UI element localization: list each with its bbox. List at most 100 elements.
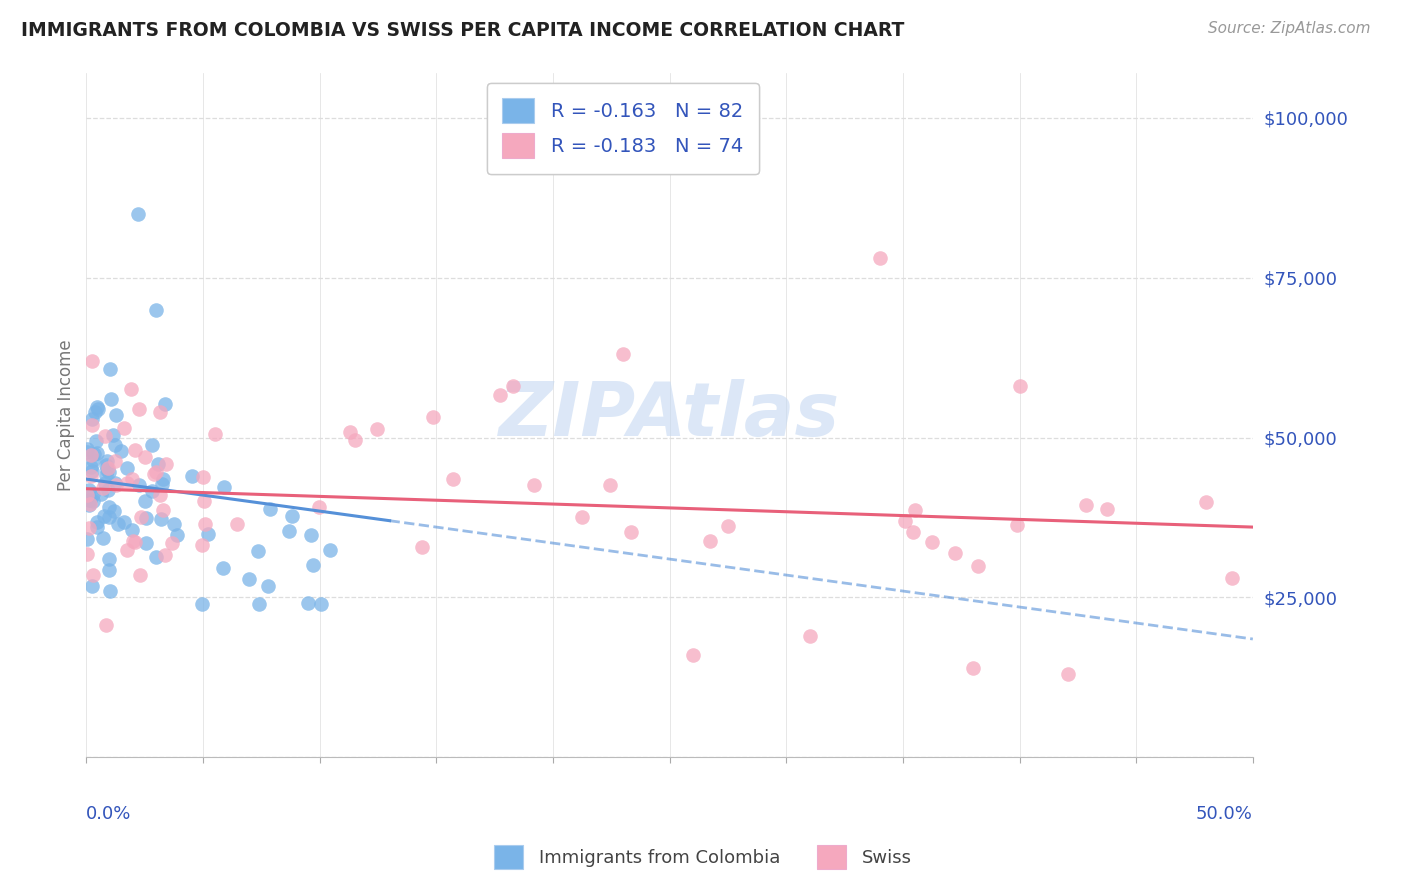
Point: [343, 433, 366, 447]
Point: [128, 401, 150, 416]
Point: [699, 533, 721, 548]
Point: [98, 563, 121, 577]
Point: [194, 516, 217, 531]
Point: [962, 661, 984, 675]
Point: [77, 499, 100, 513]
Point: [191, 538, 214, 552]
Point: [91, 531, 114, 545]
Point: [76, 445, 98, 459]
Point: [904, 502, 927, 516]
Point: [100, 392, 122, 406]
Point: [422, 410, 444, 425]
Point: [318, 543, 340, 558]
Point: [152, 503, 174, 517]
Point: [155, 548, 177, 562]
Point: [150, 476, 173, 491]
Point: [145, 549, 167, 564]
Point: [166, 527, 188, 541]
Point: [153, 397, 176, 411]
Text: IMMIGRANTS FROM COLOMBIA VS SWISS PER CAPITA INCOME CORRELATION CHART: IMMIGRANTS FROM COLOMBIA VS SWISS PER CA…: [21, 21, 904, 39]
Point: [79, 492, 101, 507]
Point: [96, 454, 118, 468]
Point: [193, 469, 215, 483]
Point: [82, 465, 104, 479]
Point: [97, 552, 120, 566]
Point: [80, 469, 103, 483]
Point: [921, 534, 943, 549]
Point: [97, 483, 120, 498]
Point: [135, 511, 157, 525]
Point: [82, 418, 104, 433]
Point: [302, 558, 325, 572]
Point: [129, 510, 152, 524]
Point: [145, 465, 167, 479]
Point: [1097, 502, 1119, 516]
Point: [1220, 571, 1243, 585]
Point: [94, 428, 117, 442]
Point: [190, 597, 212, 611]
Point: [1057, 667, 1080, 681]
Point: [160, 535, 183, 549]
Point: [211, 561, 233, 575]
Point: [76, 442, 98, 456]
Point: [238, 572, 260, 586]
Point: [134, 450, 156, 465]
Point: [79, 497, 101, 511]
Point: [967, 559, 990, 574]
Point: [180, 469, 202, 483]
Point: [204, 426, 226, 441]
Point: [82, 354, 104, 368]
Point: [411, 540, 433, 554]
Point: [502, 379, 524, 393]
Point: [94, 475, 117, 490]
Point: [226, 517, 249, 532]
Text: Source: ZipAtlas.com: Source: ZipAtlas.com: [1208, 21, 1371, 36]
Point: [86, 516, 108, 530]
Text: ZIPAtlas: ZIPAtlas: [499, 379, 841, 451]
Point: [259, 502, 281, 516]
Point: [84, 434, 107, 449]
Point: [142, 467, 165, 482]
Point: [104, 454, 127, 468]
Point: [297, 596, 319, 610]
Point: [86, 401, 108, 416]
Point: [96, 468, 118, 483]
Point: [82, 567, 104, 582]
Legend: Immigrants from Colombia, Swiss: Immigrants from Colombia, Swiss: [486, 838, 920, 876]
Point: [80, 412, 103, 426]
Point: [148, 457, 170, 471]
Point: [76, 547, 98, 561]
Point: [96, 463, 118, 477]
Point: [77, 483, 100, 497]
Point: [141, 438, 163, 452]
Point: [124, 534, 146, 549]
Point: [98, 465, 121, 479]
Point: [110, 444, 132, 458]
Point: [277, 524, 299, 539]
Point: [127, 207, 149, 221]
Point: [1195, 494, 1218, 508]
Point: [612, 347, 634, 361]
Point: [112, 420, 135, 434]
Point: [79, 492, 101, 507]
Point: [91, 481, 114, 495]
Point: [1005, 517, 1028, 532]
Point: [619, 525, 641, 540]
Point: [80, 448, 103, 462]
Point: [124, 443, 146, 458]
Point: [155, 457, 177, 471]
Point: [115, 476, 138, 491]
Point: [134, 494, 156, 508]
Point: [366, 422, 388, 436]
Point: [86, 400, 108, 414]
Point: [86, 520, 108, 534]
Point: [93, 509, 115, 524]
Point: [90, 487, 112, 501]
Point: [152, 473, 174, 487]
Point: [247, 544, 270, 558]
Point: [82, 453, 104, 467]
Point: [311, 597, 333, 611]
Point: [80, 459, 103, 474]
Point: [489, 387, 512, 401]
Point: [82, 494, 104, 508]
